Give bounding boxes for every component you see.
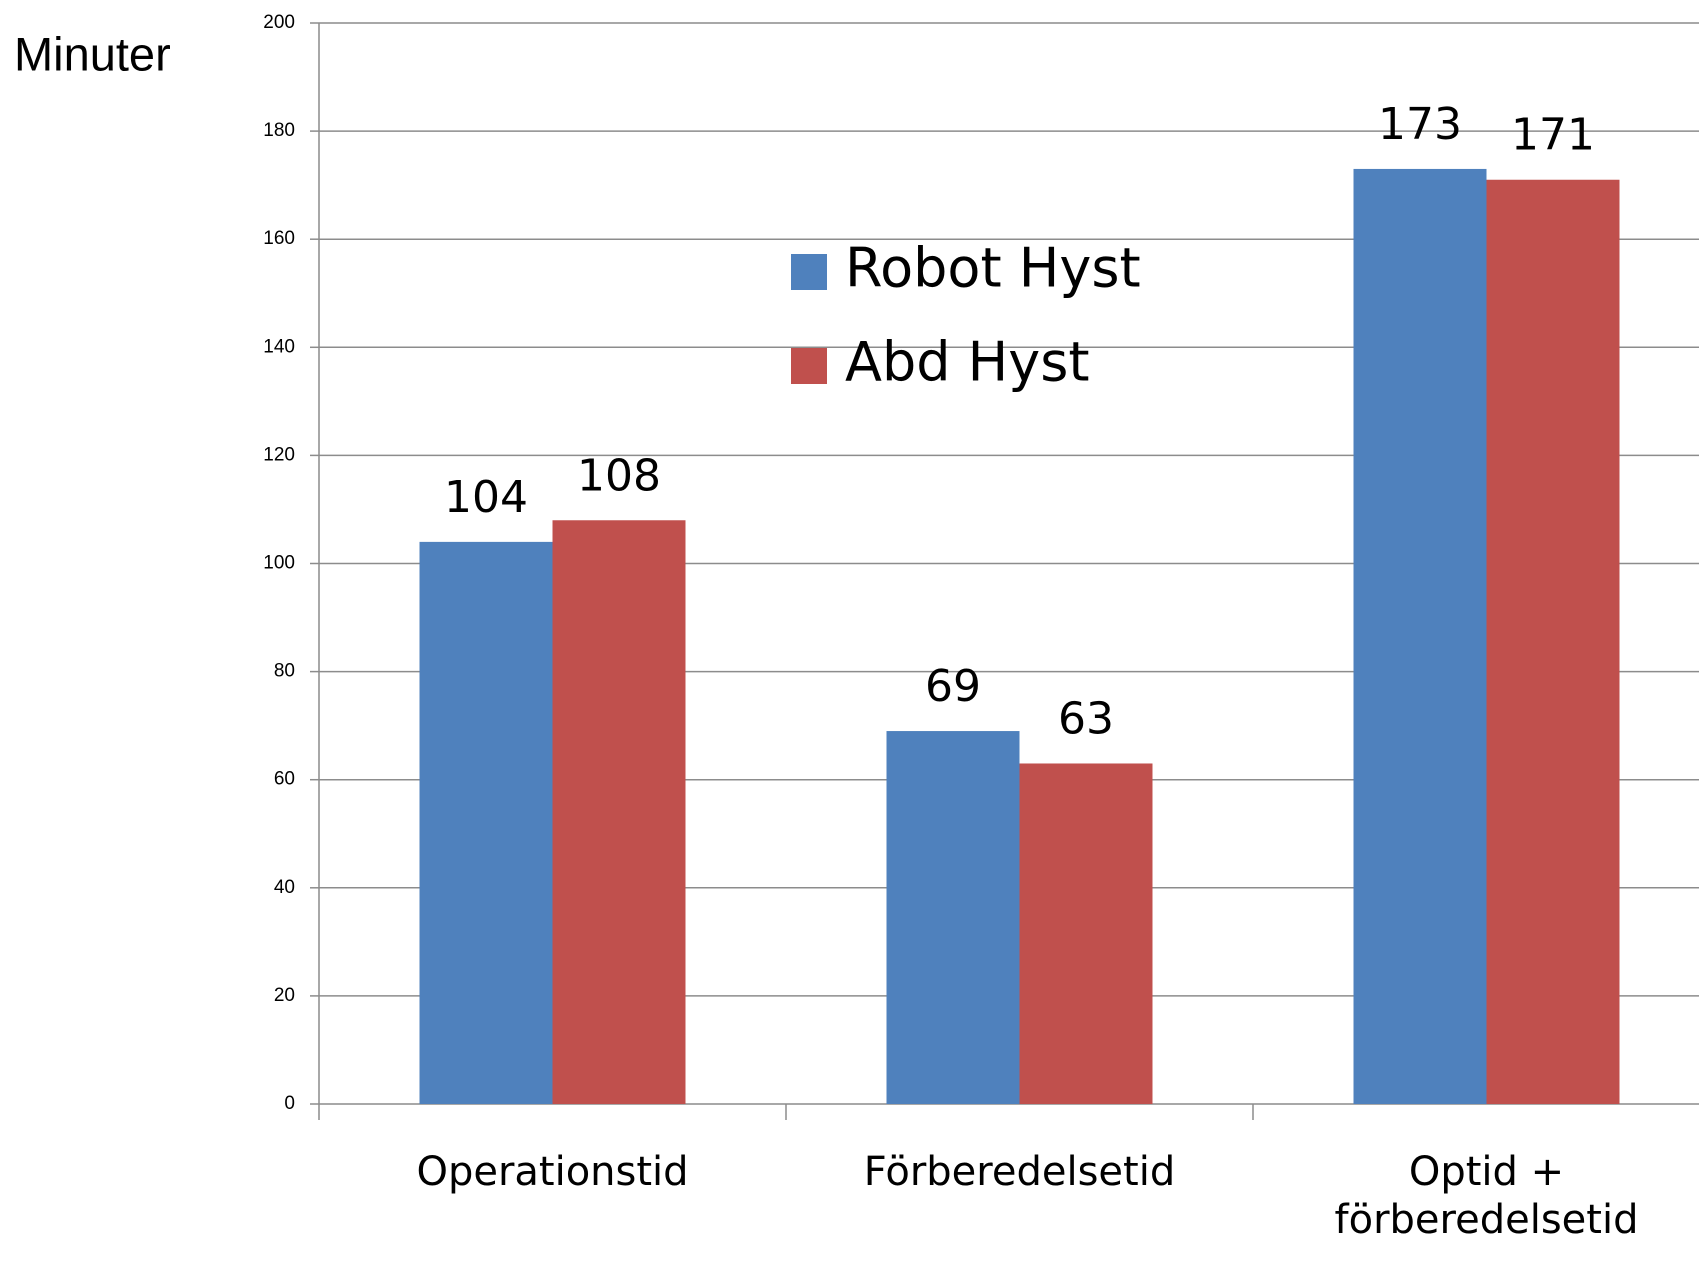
- legend-label: Robot Hyst: [845, 237, 1141, 300]
- y-axis-label: Minuter: [14, 27, 171, 80]
- x-tick-label: Optid + förberedelsetid: [1334, 1149, 1639, 1243]
- y-tick-label: 140: [263, 336, 295, 357]
- data-label: 173: [1378, 99, 1462, 150]
- data-label: 69: [925, 661, 981, 712]
- bar: [552, 520, 686, 1104]
- y-tick-label: 80: [274, 661, 295, 682]
- bar: [886, 731, 1020, 1104]
- legend-swatch: [791, 348, 827, 384]
- y-tick-label: 180: [263, 120, 295, 141]
- bar: [1019, 763, 1153, 1104]
- bar: [419, 541, 553, 1104]
- y-tick-label: 100: [263, 553, 295, 574]
- legend-swatch: [791, 254, 827, 290]
- data-label: 63: [1058, 693, 1114, 744]
- x-tick-label: Operationstid: [416, 1149, 689, 1195]
- y-tick-label: 120: [263, 444, 295, 465]
- y-tick-label: 200: [263, 12, 295, 33]
- bar: [1486, 179, 1620, 1104]
- y-tick-label: 20: [274, 985, 295, 1006]
- data-label: 108: [577, 450, 661, 501]
- x-tick-label: Förberedelsetid: [863, 1149, 1176, 1195]
- y-tick-label: 0: [284, 1093, 295, 1114]
- bar: [1353, 168, 1487, 1104]
- legend-label: Abd Hyst: [845, 331, 1090, 394]
- data-label: 171: [1511, 110, 1595, 161]
- y-tick-label: 60: [274, 769, 295, 790]
- y-tick-label: 40: [274, 877, 295, 898]
- data-label: 104: [444, 472, 528, 523]
- y-tick-label: 160: [263, 228, 295, 249]
